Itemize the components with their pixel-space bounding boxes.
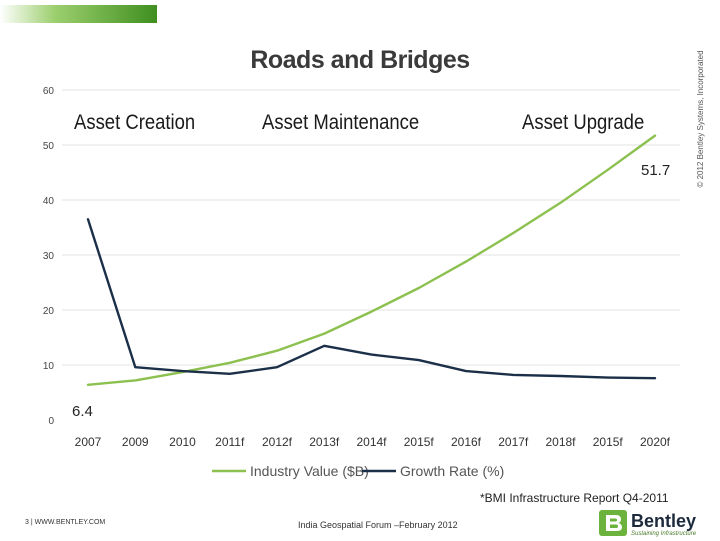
industry-value-line [86, 134, 657, 386]
y-tick-label: 60 [43, 86, 55, 97]
x-tick-label: 2007 [75, 435, 102, 449]
x-tick-label: 2015f [593, 435, 624, 449]
y-tick-label: 50 [43, 141, 55, 152]
y-tick-label: 30 [43, 251, 55, 262]
y-tick-label: 10 [43, 361, 55, 372]
x-tick-label: 2015f [404, 435, 435, 449]
y-tick-label: 40 [43, 196, 55, 207]
phase-label-upgrade: Asset Upgrade [522, 111, 645, 134]
phase-label-creation: Asset Creation [74, 111, 196, 134]
x-tick-label: 2012f [262, 435, 293, 449]
x-tick-label: 2017f [498, 435, 529, 449]
legend-label: Industry Value ($B) [250, 463, 369, 479]
x-tick-label: 2013f [309, 435, 340, 449]
legend-label: Growth Rate (%) [400, 463, 504, 479]
source-note: *BMI Infrastructure Report Q4-2011 [480, 491, 669, 505]
logo-tagline: Sustaining Infrastructure [631, 531, 697, 537]
bentley-logo: Bentley Sustaining Infrastructure [599, 510, 711, 540]
x-tick-label: 2020f [640, 435, 671, 449]
chart-title: Roads and Bridges [250, 46, 470, 74]
phase-label-maintenance: Asset Maintenance [262, 111, 420, 134]
data-label-end-value: 51.7 [641, 162, 670, 179]
y-tick-label: 20 [43, 306, 55, 317]
growth-rate-line [86, 218, 657, 380]
brand-bar [0, 5, 157, 23]
data-label-start-value: 6.4 [72, 403, 93, 420]
y-tick-label: 0 [48, 416, 54, 427]
logo-wordmark: Bentley [631, 511, 697, 531]
x-tick-label: 2009 [122, 435, 149, 449]
x-tick-label: 2016f [451, 435, 482, 449]
x-tick-label: 2014f [356, 435, 387, 449]
x-tick-label: 2010 [169, 435, 196, 449]
footer-event: India Geospatial Forum –February 2012 [298, 520, 458, 530]
footer-page-url[interactable]: 3 | WWW.BENTLEY.COM [25, 519, 106, 526]
bentley-logo-icon [599, 510, 627, 536]
x-tick-label: 2011f [215, 435, 245, 449]
x-tick-label: 2018f [545, 435, 576, 449]
